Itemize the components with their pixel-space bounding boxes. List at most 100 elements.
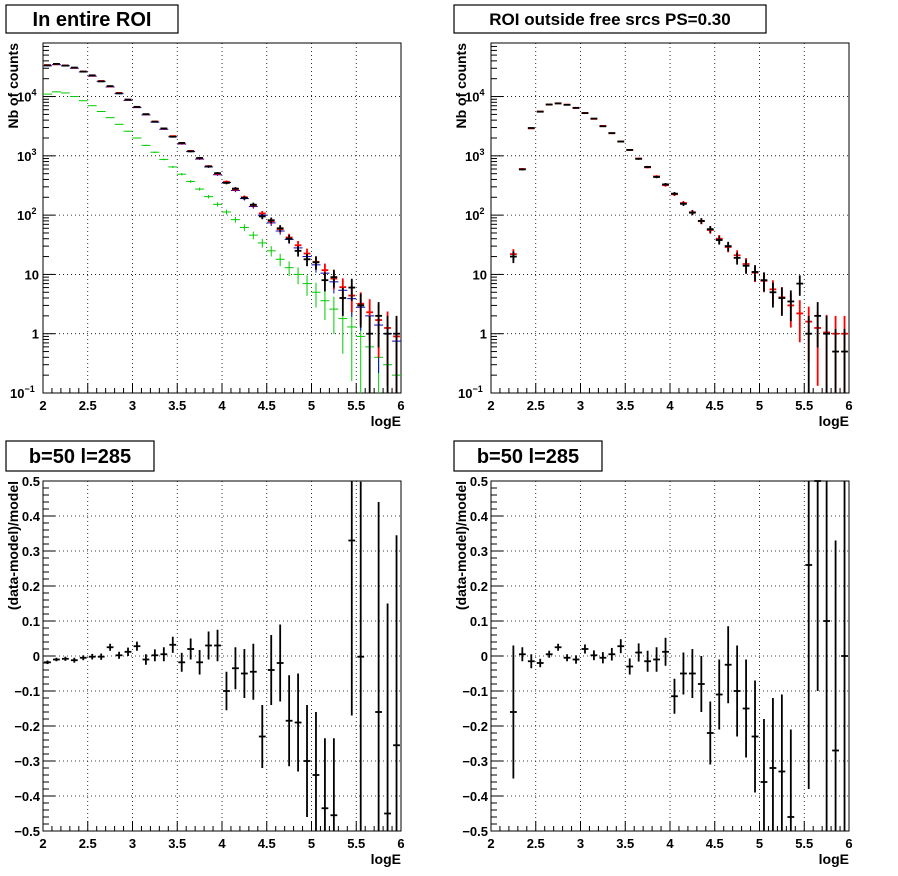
y-tick-label: 0 xyxy=(481,649,488,664)
x-axis-ticks: 2 2.5 3 3.5 4 4.5 5 5.5 6 xyxy=(39,383,405,413)
y-tick-label: −0.4 xyxy=(14,789,40,804)
title-box xyxy=(5,4,179,34)
y-tick-label: 10−1 xyxy=(458,384,483,401)
y-tick-label: 10 xyxy=(25,267,39,282)
x-tick-label: 4.5 xyxy=(258,836,276,851)
grid-lines xyxy=(491,43,849,393)
series-4 xyxy=(44,63,400,393)
chart-title: b=50 l=285 xyxy=(29,446,131,468)
x-tick-label: 5 xyxy=(308,398,315,413)
y-tick-label: 1 xyxy=(480,327,487,342)
data-marks xyxy=(43,63,401,393)
y-tick-label: 10−1 xyxy=(10,384,35,401)
grid-lines xyxy=(43,43,401,393)
x-tick-label: 4 xyxy=(218,836,226,851)
y-tick-label: 0.4 xyxy=(22,509,41,524)
x-tick-label: 4 xyxy=(666,398,674,413)
x-tick-label: 2.5 xyxy=(527,398,545,413)
x-tick-label: 5.5 xyxy=(347,836,365,851)
title-box xyxy=(453,440,603,472)
x-tick-label: 2 xyxy=(39,398,46,413)
x-tick-label: 5 xyxy=(756,398,763,413)
x-tick-label: 6 xyxy=(397,398,404,413)
chart-panel-1: 2 2.5 3 3.5 4 4.5 5 5.5 6 10−1 1 10 102 103 104 logE Nb … xyxy=(5,4,405,429)
y-axis-ticks: −0.5 −0.4 −0.3 −0.2 −0.1 0 0.1 0.2 0.3 0.4 0.5 xyxy=(14,474,55,839)
title-box xyxy=(5,440,155,472)
x-tick-label: 3 xyxy=(129,398,136,413)
series-1 xyxy=(509,102,848,393)
x-tick-label: 4.5 xyxy=(706,398,724,413)
x-tick-label: 3.5 xyxy=(616,836,634,851)
x-tick-label: 2.5 xyxy=(527,836,545,851)
y-tick-label: 0.4 xyxy=(470,509,489,524)
x-tick-label: 2 xyxy=(487,398,494,413)
y-tick-label: 102 xyxy=(465,206,484,223)
x-tick-label: 6 xyxy=(845,398,852,413)
x-tick-label: 5 xyxy=(756,836,763,851)
x-tick-label: 3 xyxy=(577,398,584,413)
y-tick-label: 0.2 xyxy=(470,579,488,594)
x-tick-label: 3.5 xyxy=(168,398,186,413)
y-axis-label: (data-model)/model xyxy=(5,481,21,610)
y-tick-label: 0.1 xyxy=(22,614,40,629)
y-tick-label: −0.2 xyxy=(14,719,40,734)
x-tick-label: 2 xyxy=(487,836,494,851)
x-tick-label: 6 xyxy=(845,836,852,851)
y-tick-label: −0.1 xyxy=(462,684,488,699)
series-2 xyxy=(509,102,848,393)
x-tick-label: 4 xyxy=(666,836,674,851)
x-axis-ticks: 2 2.5 3 3.5 4 4.5 5 5.5 6 xyxy=(487,383,853,413)
y-axis-label: (data-model)/model xyxy=(453,481,469,610)
y-axis-ticks: 10−1 1 10 102 103 104 xyxy=(458,42,503,401)
x-axis-label: logE xyxy=(819,413,849,429)
y-axis-label: Nb of counts xyxy=(5,43,21,129)
chart-title: b=50 l=285 xyxy=(477,446,579,468)
y-tick-label: −0.5 xyxy=(462,824,488,839)
x-tick-label: 5.5 xyxy=(347,398,365,413)
x-axis-label: logE xyxy=(819,851,849,867)
y-tick-label: 10 xyxy=(473,267,487,282)
y-tick-label: 1 xyxy=(32,327,39,342)
y-tick-label: 102 xyxy=(17,206,36,223)
x-tick-label: 2 xyxy=(39,836,46,851)
x-axis-ticks: 2 2.5 3 3.5 4 4.5 5 5.5 6 xyxy=(39,821,405,851)
y-axis-ticks: −0.5 −0.4 −0.3 −0.2 −0.1 0 0.1 0.2 0.3 0.4 0.5 xyxy=(462,474,503,839)
x-axis-label: logE xyxy=(371,851,401,867)
y-tick-label: −0.2 xyxy=(462,719,488,734)
x-tick-label: 3 xyxy=(129,836,136,851)
x-axis-ticks: 2 2.5 3 3.5 4 4.5 5 5.5 6 xyxy=(487,821,853,851)
x-tick-label: 3.5 xyxy=(168,836,186,851)
x-axis-label: logE xyxy=(371,413,401,429)
x-tick-label: 6 xyxy=(397,836,404,851)
y-tick-label: 0.3 xyxy=(22,544,40,559)
data-marks xyxy=(44,481,400,831)
y-tick-label: 0.2 xyxy=(22,579,40,594)
x-tick-label: 4 xyxy=(218,398,226,413)
y-tick-label: 0.1 xyxy=(470,614,488,629)
y-tick-label: 0.5 xyxy=(22,474,40,489)
chart-panel-4: 2 2.5 3 3.5 4 4.5 5 5.5 6 −0.5 −0.4 −0.3 −0.2 −0.1 0 0.… xyxy=(453,440,853,867)
y-tick-label: −0.4 xyxy=(462,789,488,804)
chart-title: In entire ROI xyxy=(33,9,152,31)
y-tick-label: 104 xyxy=(465,88,484,105)
y-tick-label: 104 xyxy=(17,88,36,105)
chart-panel-2: 2 2.5 3 3.5 4 4.5 5 5.5 6 10−1 1 10 102 103 104 logE Nb … xyxy=(453,4,853,429)
data-marks xyxy=(509,480,848,831)
x-tick-label: 5.5 xyxy=(795,398,813,413)
x-tick-label: 5.5 xyxy=(795,836,813,851)
y-axis-label: Nb of counts xyxy=(453,43,469,129)
x-tick-label: 3.5 xyxy=(616,398,634,413)
x-tick-label: 4.5 xyxy=(706,836,724,851)
y-axis-ticks: 10−1 1 10 102 103 104 xyxy=(10,42,55,401)
x-tick-label: 3 xyxy=(577,836,584,851)
x-tick-label: 4.5 xyxy=(258,398,276,413)
grid-lines xyxy=(491,481,849,831)
title-box xyxy=(453,4,767,34)
y-tick-label: −0.1 xyxy=(14,684,40,699)
y-tick-label: −0.3 xyxy=(462,754,488,769)
y-tick-label: −0.3 xyxy=(14,754,40,769)
y-tick-label: 0.3 xyxy=(470,544,488,559)
y-tick-label: 103 xyxy=(465,147,484,164)
y-tick-label: 0 xyxy=(33,649,40,664)
